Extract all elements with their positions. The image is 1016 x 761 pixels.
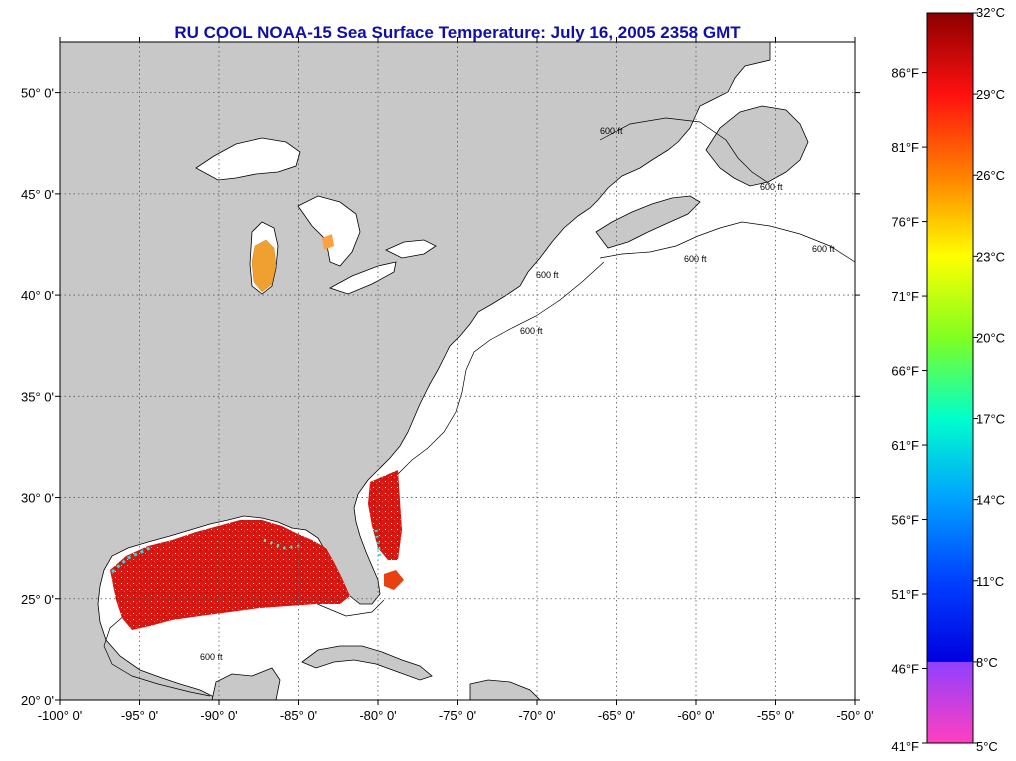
lon-tick-label: -65° 0' [598, 708, 635, 723]
lon-tick-label: -100° 0' [38, 708, 83, 723]
sst-gulf-edge-cyan [111, 546, 151, 574]
colorbar-celsius-labels: 32°C 29°C 26°C 23°C 20°C 17°C 14°C 11°C 8°C 5°C [976, 5, 1005, 754]
lat-tick-label: 50° 0' [21, 86, 54, 101]
nova-scotia-land [595, 195, 701, 249]
lon-tick-label: -85° 0' [280, 708, 317, 723]
sst-florida-straits [384, 570, 404, 590]
lon-tick-label: -80° 0' [359, 708, 396, 723]
lat-tick-label: 40° 0' [21, 288, 54, 303]
lon-tick-label: -55° 0' [757, 708, 794, 723]
isobath-labrador [599, 117, 771, 185]
lat-axis-labels: 20° 0' 25° 0' 30° 0' 35° 0' 40° 0' 45° 0' 50° … [21, 86, 54, 708]
sst-gulf-of-mexico [110, 520, 350, 630]
sst-lake-michigan [251, 239, 277, 293]
sst-data [110, 234, 404, 630]
lat-tick-label: 20° 0' [21, 693, 54, 708]
colorbar-fahrenheit-label: 51°F [891, 587, 919, 602]
lat-tick-label: 45° 0' [21, 187, 54, 202]
colorbar-celsius-label: 8°C [976, 655, 998, 670]
colorbar-fahrenheit-labels: 86°F 81°F 76°F 71°F 66°F 61°F 56°F 51°F 46°F 41°F [891, 66, 919, 754]
colorbar-celsius-label: 26°C [976, 168, 1005, 183]
colorbar-celsius-label: 14°C [976, 493, 1005, 508]
colorbar-fahrenheit-label: 46°F [891, 662, 919, 677]
lon-tick-label: -90° 0' [200, 708, 237, 723]
colorbar-fahrenheit-label: 86°F [891, 66, 919, 81]
colorbar-celsius-label: 5°C [976, 739, 998, 754]
contour-label-2: 600 ft [760, 182, 783, 192]
lon-tick-label: -70° 0' [518, 708, 555, 723]
colorbar [926, 12, 974, 744]
lon-axis-labels: -100° 0' -95° 0' -90° 0' -85° 0' -80° 0' -75°… [38, 708, 874, 723]
lat-tick-label: 35° 0' [21, 389, 54, 404]
colorbar-fahrenheit-label: 71°F [891, 289, 919, 304]
colorbar-fahrenheit-label: 61°F [891, 438, 919, 453]
colorbar-fahrenheit-label: 66°F [891, 364, 919, 379]
lon-tick-label: -75° 0' [439, 708, 476, 723]
colorbar-celsius-label: 29°C [976, 87, 1005, 102]
colorbar-celsius-label: 17°C [976, 412, 1005, 427]
sst-lake-huron-fragment [322, 234, 334, 250]
lake-ontario [385, 239, 437, 259]
hispaniola-land [469, 679, 541, 700]
yucatan-land [211, 667, 281, 700]
isobath-atlantic [599, 221, 855, 263]
colorbar-celsius-label: 32°C [976, 5, 1005, 20]
contour-label-7: 600 ft [200, 652, 223, 662]
isobath-mid-atlantic [381, 261, 605, 511]
newfoundland-land [705, 105, 809, 187]
cuba-land [301, 645, 433, 681]
north-america-land [60, 42, 771, 700]
colorbar-fahrenheit-label: 81°F [891, 140, 919, 155]
lat-tick-label: 25° 0' [21, 592, 54, 607]
lon-tick-label: -50° 0' [836, 708, 873, 723]
lon-tick-label: -60° 0' [677, 708, 714, 723]
lake-superior [195, 137, 301, 181]
contour-label-4: 600 ft [812, 244, 835, 254]
contour-label-5: 600 ft [536, 270, 559, 280]
lake-erie [329, 261, 397, 295]
lat-tick-label: 30° 0' [21, 491, 54, 506]
colorbar-fahrenheit-label: 76°F [891, 215, 919, 230]
contour-label-6: 600 ft [520, 326, 543, 336]
map-content: 600 ft 600 ft 600 ft 600 ft 600 ft 600 f… [60, 42, 855, 700]
grid-lines [60, 42, 855, 700]
contour-label-3: 600 ft [684, 254, 707, 264]
sst-gulf-edge-cyan-2 [263, 538, 301, 550]
colorbar-celsius-label: 11°C [976, 574, 1004, 589]
colorbar-fahrenheit-label: 41°F [891, 739, 919, 754]
colorbar-celsius-label: 20°C [976, 330, 1005, 345]
axis-ticks [55, 37, 860, 705]
colorbar-fahrenheit-label: 56°F [891, 513, 919, 528]
colorbar-celsius-label: 23°C [976, 249, 1005, 264]
lon-tick-label: -95° 0' [121, 708, 158, 723]
isobath-labels: 600 ft 600 ft 600 ft 600 ft 600 ft 600 f… [200, 126, 835, 662]
lake-huron [297, 195, 361, 267]
contour-label-1: 600 ft [600, 126, 623, 136]
colorbar-ticks [922, 12, 978, 744]
map-title: RU COOL NOAA-15 Sea Surface Temperature:… [174, 23, 741, 42]
